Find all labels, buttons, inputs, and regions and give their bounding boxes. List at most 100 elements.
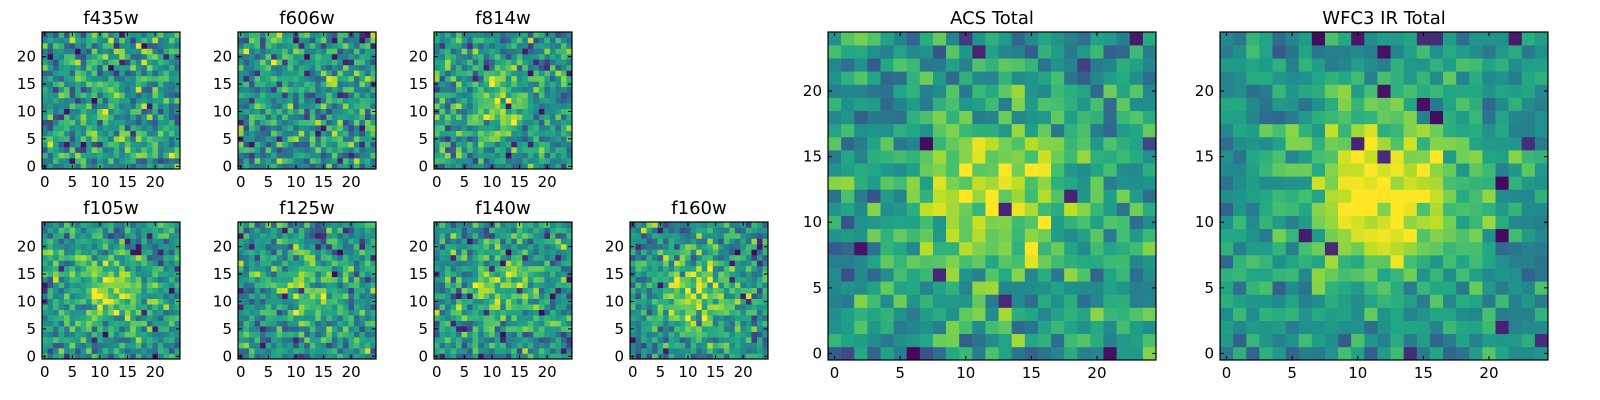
heatmap-cell [555, 315, 562, 321]
heatmap-cell [549, 158, 556, 164]
heatmap-cell [1142, 268, 1157, 282]
heatmap-cell [1024, 346, 1039, 361]
heatmap-cell [668, 342, 675, 349]
heatmap-cell [80, 114, 87, 120]
heatmap-cell [359, 32, 366, 38]
heatmap-cell [168, 53, 175, 60]
heatmap-cell [64, 265, 70, 272]
heatmap-cell [522, 276, 529, 283]
heatmap-cell [276, 147, 283, 153]
heatmap-cell [478, 326, 484, 332]
heatmap-cell [522, 342, 529, 349]
heatmap-cell [163, 271, 170, 278]
heatmap-cell [135, 293, 142, 300]
heatmap-cell [326, 125, 333, 131]
heatmap-cell [337, 320, 344, 327]
heatmap-cell [282, 108, 288, 115]
heatmap-cell [841, 320, 855, 335]
heatmap-cell [331, 238, 338, 245]
heatmap-cell [370, 315, 377, 321]
heatmap-cell [555, 59, 562, 66]
heatmap-cell [97, 276, 104, 283]
heatmap-cell [326, 315, 333, 321]
heatmap-cell [102, 32, 109, 38]
heatmap-cell [146, 293, 153, 300]
heatmap-cell [701, 353, 708, 360]
heatmap-cell [276, 243, 283, 250]
heatmap-cell [47, 315, 54, 321]
heatmap-cell [102, 141, 109, 148]
heatmap-cell [119, 353, 126, 360]
heatmap-cell [320, 37, 327, 44]
heatmap-cell [566, 249, 573, 256]
heatmap-cell [880, 189, 894, 203]
heatmap-cell [478, 125, 484, 131]
heatmap-cell [326, 260, 333, 267]
heatmap-cell [174, 227, 181, 234]
heatmap-cell [467, 337, 473, 343]
heatmap-cell [135, 271, 142, 278]
heatmap-cell [315, 243, 322, 250]
heatmap-cell [685, 298, 692, 305]
heatmap-cell [249, 92, 255, 99]
heatmap-cell [135, 147, 142, 153]
heatmap-cell [533, 108, 540, 115]
heatmap-cell [461, 59, 468, 66]
heatmap-cell [309, 348, 316, 354]
heatmap-cell [533, 103, 540, 110]
heatmap-cell [58, 320, 65, 327]
heatmap-cell [337, 75, 344, 82]
heatmap-cell [560, 298, 567, 305]
heatmap-cell [635, 243, 642, 250]
heatmap-cell [342, 97, 349, 104]
heatmap-cell [511, 75, 518, 82]
heatmap-cell [538, 309, 545, 316]
heatmap-cell [723, 331, 730, 338]
heatmap-cell [932, 294, 947, 308]
heatmap-cell [505, 81, 512, 88]
heatmap-cell [331, 309, 338, 316]
heatmap-cell [342, 70, 349, 77]
heatmap-cell [113, 298, 120, 305]
heatmap-cell [293, 265, 300, 272]
heatmap-cell [141, 222, 148, 228]
heatmap-cell [439, 125, 446, 131]
heatmap-cell [828, 189, 842, 203]
heatmap-cell [309, 42, 316, 49]
heatmap-cell [113, 326, 120, 332]
heatmap-cell [80, 260, 87, 267]
heatmap-cell [723, 315, 730, 321]
heatmap-cell [168, 32, 175, 38]
heatmap-cell [445, 265, 451, 272]
heatmap-cell [450, 86, 457, 93]
heatmap-cell [494, 276, 501, 283]
heatmap-cell [946, 333, 960, 348]
heatmap-cell [538, 249, 545, 256]
heatmap-cell [483, 70, 490, 77]
heatmap-cell [243, 243, 250, 250]
heatmap-cell [53, 249, 59, 256]
heatmap-cell [141, 114, 148, 120]
heatmap-cell [906, 307, 921, 321]
heatmap-cell [331, 92, 338, 99]
heatmap-cell [260, 260, 266, 267]
heatmap-cell [478, 136, 484, 142]
heatmap-cell [527, 271, 534, 278]
heatmap-cell [326, 249, 333, 256]
heatmap-cell [500, 53, 507, 60]
heatmap-cell [304, 130, 311, 137]
heatmap-cell [260, 141, 266, 148]
heatmap-cell [364, 353, 371, 360]
heatmap-cell [718, 326, 725, 332]
heatmap-cell [467, 163, 473, 170]
heatmap-cell [309, 136, 316, 142]
heatmap-cell [342, 103, 349, 110]
heatmap-cell [304, 238, 311, 245]
heatmap-cell [663, 293, 669, 300]
heatmap-cell [326, 152, 333, 159]
heatmap-cell [298, 249, 305, 256]
heatmap-cell [320, 320, 327, 327]
heatmap-cell [516, 37, 523, 44]
heatmap-cell [483, 282, 490, 289]
heatmap-cell [522, 70, 529, 77]
